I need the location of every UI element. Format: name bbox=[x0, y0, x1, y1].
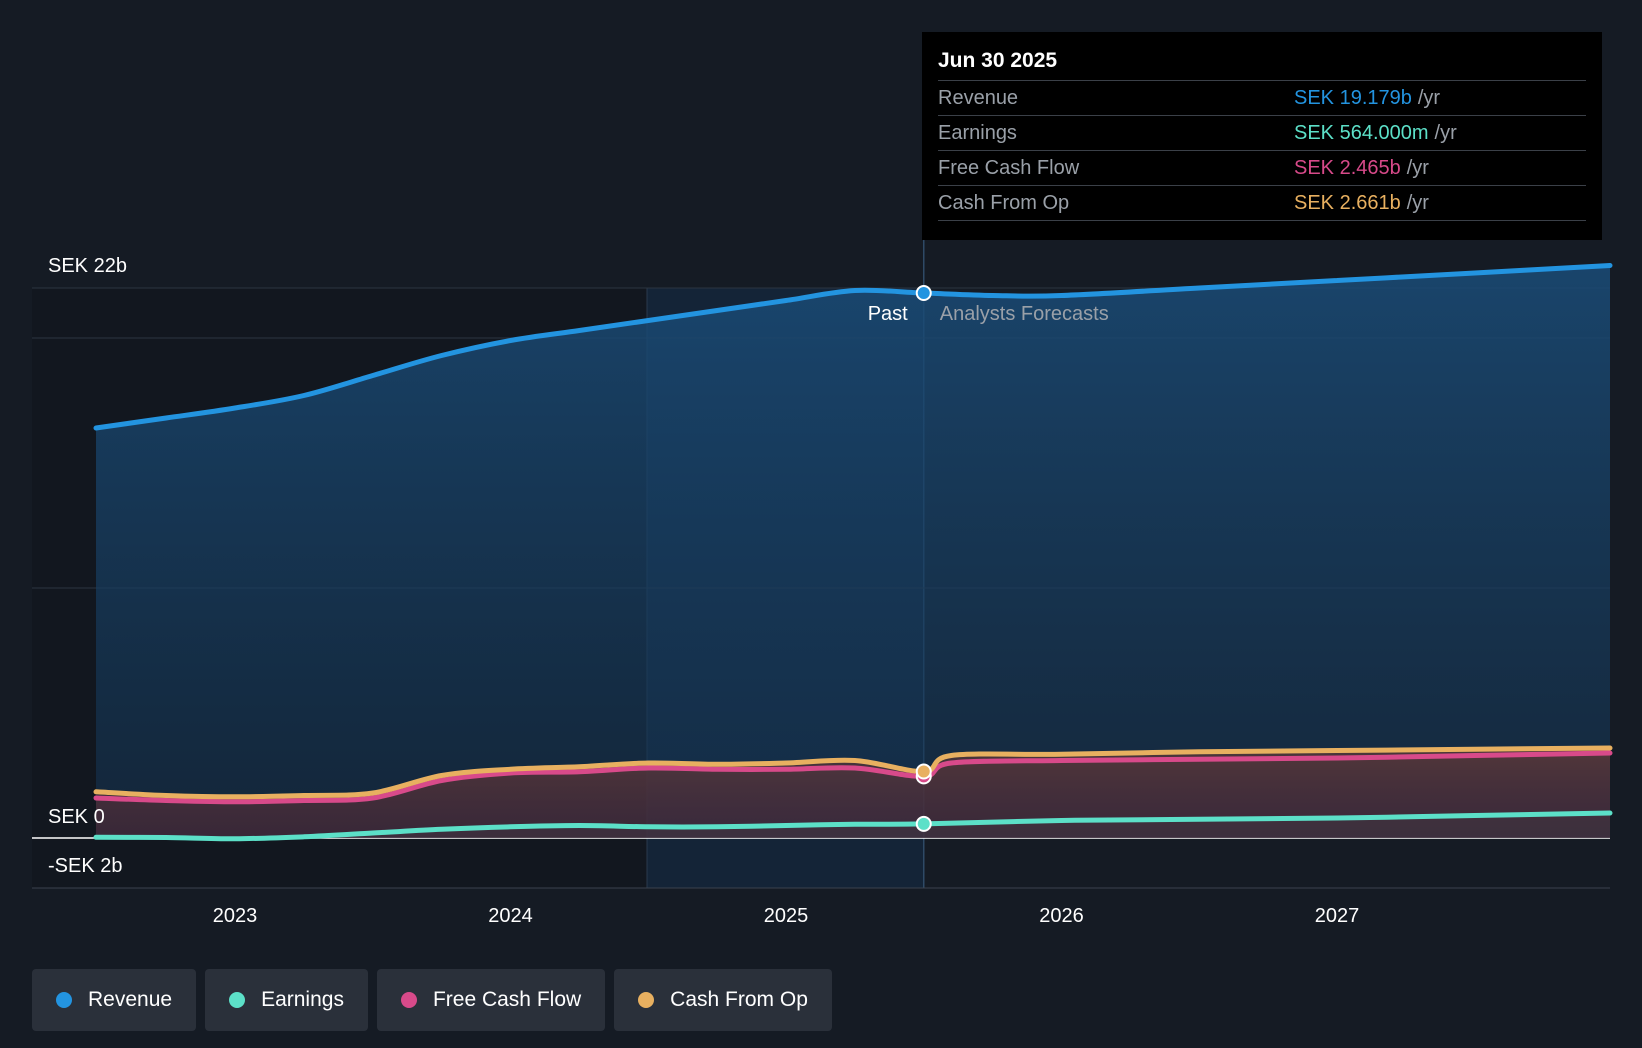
y-axis-zero-label: SEK 0 bbox=[48, 806, 105, 828]
tooltip-name: Free Cash Flow bbox=[938, 157, 1080, 179]
y-axis-bottom-label: -SEK 2b bbox=[48, 855, 122, 877]
tooltip-row-cash-from-op: Cash From Op SEK 2.661b /yr bbox=[938, 186, 1586, 221]
x-tick-label: 2024 bbox=[488, 905, 533, 927]
x-tick-label: 2023 bbox=[213, 905, 258, 927]
forecast-label: Analysts Forecasts bbox=[940, 303, 1109, 325]
tooltip-value: SEK 564.000m bbox=[1294, 122, 1429, 144]
legend-item-free-cash-flow[interactable]: Free Cash Flow bbox=[376, 969, 606, 1031]
past-label: Past bbox=[868, 303, 908, 325]
earnings-line bbox=[93, 810, 1613, 842]
free-cash-flow-dot-icon bbox=[400, 992, 417, 1008]
earnings-marker bbox=[915, 815, 932, 832]
tooltip-name: Earnings bbox=[938, 122, 1017, 144]
cash-from-op-dot-icon bbox=[638, 992, 655, 1008]
legend-label: Revenue bbox=[88, 988, 173, 1011]
revenue-dot-icon bbox=[56, 992, 72, 1008]
free-cash-flow-line bbox=[93, 750, 1613, 805]
x-tick-label: 2027 bbox=[1315, 905, 1360, 927]
tooltip-date: Jun 30 2025 bbox=[938, 46, 1586, 81]
tooltip-row-revenue: Revenue SEK 19.179b /yr bbox=[938, 81, 1586, 116]
x-tick-label: 2025 bbox=[764, 905, 809, 927]
x-tick-label: 2026 bbox=[1039, 905, 1084, 927]
legend-label: Cash From Op bbox=[670, 988, 808, 1011]
tooltip-unit: /yr bbox=[1417, 87, 1441, 109]
legend-item-cash-from-op[interactable]: Cash From Op bbox=[614, 969, 832, 1031]
cash-from-op-area bbox=[96, 748, 1610, 838]
revenue-area bbox=[96, 265, 1610, 838]
revenue-line bbox=[93, 263, 1613, 431]
legend-label: Free Cash Flow bbox=[432, 988, 582, 1011]
tooltip-row-free-cash-flow: Free Cash Flow SEK 2.465b /yr bbox=[938, 151, 1586, 186]
tooltip-row-earnings: Earnings SEK 564.000m /yr bbox=[938, 116, 1586, 151]
cash-from-op-marker bbox=[915, 763, 932, 780]
tooltip-value: SEK 19.179b bbox=[1294, 87, 1412, 109]
tooltip-unit: /yr bbox=[1406, 157, 1429, 179]
tooltip-unit: /yr bbox=[1434, 122, 1457, 144]
legend-item-earnings[interactable]: Earnings bbox=[205, 969, 368, 1031]
legend-item-revenue[interactable]: Revenue bbox=[32, 969, 197, 1031]
tooltip: Jun 30 2025 Revenue SEK 19.179b /yr Earn… bbox=[922, 32, 1602, 240]
y-axis-top-label: SEK 22b bbox=[48, 255, 127, 277]
tooltip-value: SEK 2.661b bbox=[1294, 192, 1401, 214]
tooltip-name: Cash From Op bbox=[938, 192, 1070, 214]
tooltip-unit: /yr bbox=[1406, 192, 1429, 214]
revenue-marker bbox=[915, 285, 932, 301]
cash-from-op-line bbox=[93, 745, 1613, 800]
tooltip-value: SEK 2.465b bbox=[1294, 157, 1401, 179]
earnings-dot-icon bbox=[229, 992, 246, 1008]
legend: Revenue Earnings Free Cash Flow Cash Fro… bbox=[32, 969, 832, 1031]
legend-label: Earnings bbox=[261, 988, 344, 1011]
tooltip-name: Revenue bbox=[938, 87, 1019, 109]
